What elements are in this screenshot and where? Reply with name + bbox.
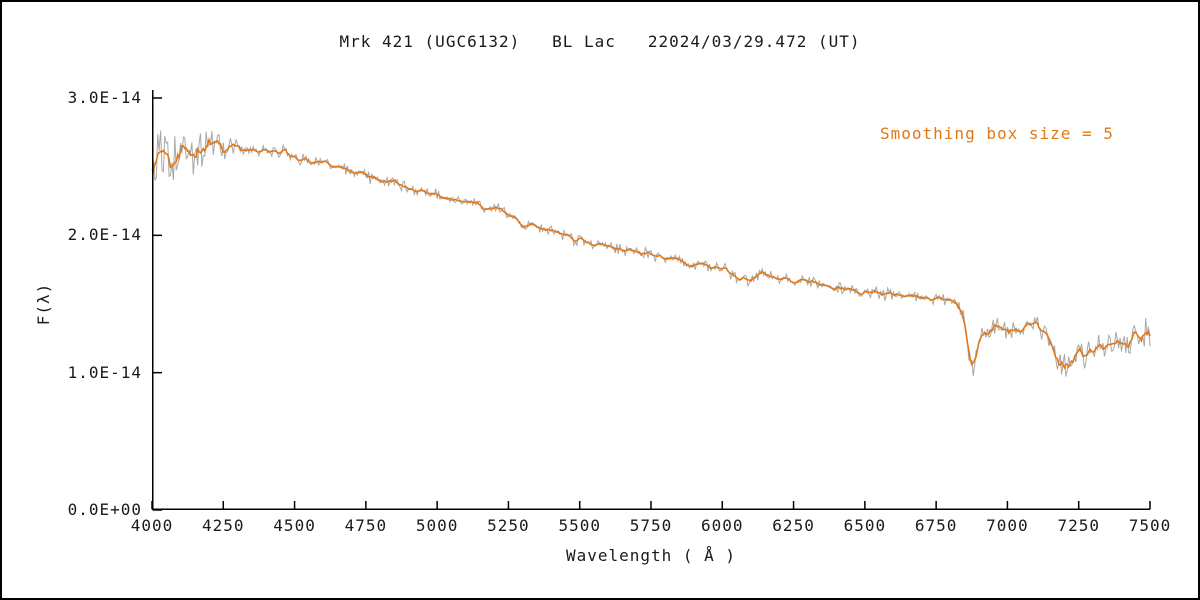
x-tick-label: 6750 <box>914 516 958 535</box>
x-tick-label: 4250 <box>202 516 245 535</box>
x-tick-label: 7500 <box>1128 516 1172 535</box>
plot-area <box>151 90 1151 511</box>
y-tick-label: 2.0E-14 <box>67 225 142 245</box>
x-axis-label: Wavelength ( Å ) <box>565 546 737 565</box>
x-tick-label: 5250 <box>487 516 530 535</box>
smoothing-annotation: Smoothing box size = 5 <box>880 124 1114 143</box>
x-tick-label: 7000 <box>986 516 1029 535</box>
x-tick-label: 5000 <box>415 516 459 535</box>
x-tick-label: 4750 <box>344 516 388 535</box>
x-tick-label: 4000 <box>130 516 174 535</box>
x-tick-label: 6250 <box>772 516 815 535</box>
x-tick-label: 6500 <box>843 516 887 535</box>
y-axis-label: F(λ) <box>34 282 53 326</box>
smoothed-spectrum-line <box>151 137 1151 370</box>
y-tick-label: 3.0E-14 <box>67 88 142 107</box>
x-tick-label: 5500 <box>558 516 601 535</box>
y-tick-label: 0.0E+00 <box>67 500 142 519</box>
x-tick-label: 4500 <box>273 516 316 535</box>
x-tick-label: 7250 <box>1057 516 1100 535</box>
y-tick-label: 1.0E-14 <box>67 362 142 382</box>
x-tick-label: 6000 <box>701 516 744 535</box>
chart-title: Mrk 421 (UGC6132) BL Lac 22024/03/29.472… <box>339 32 861 51</box>
x-tick-label: 5750 <box>629 516 673 535</box>
